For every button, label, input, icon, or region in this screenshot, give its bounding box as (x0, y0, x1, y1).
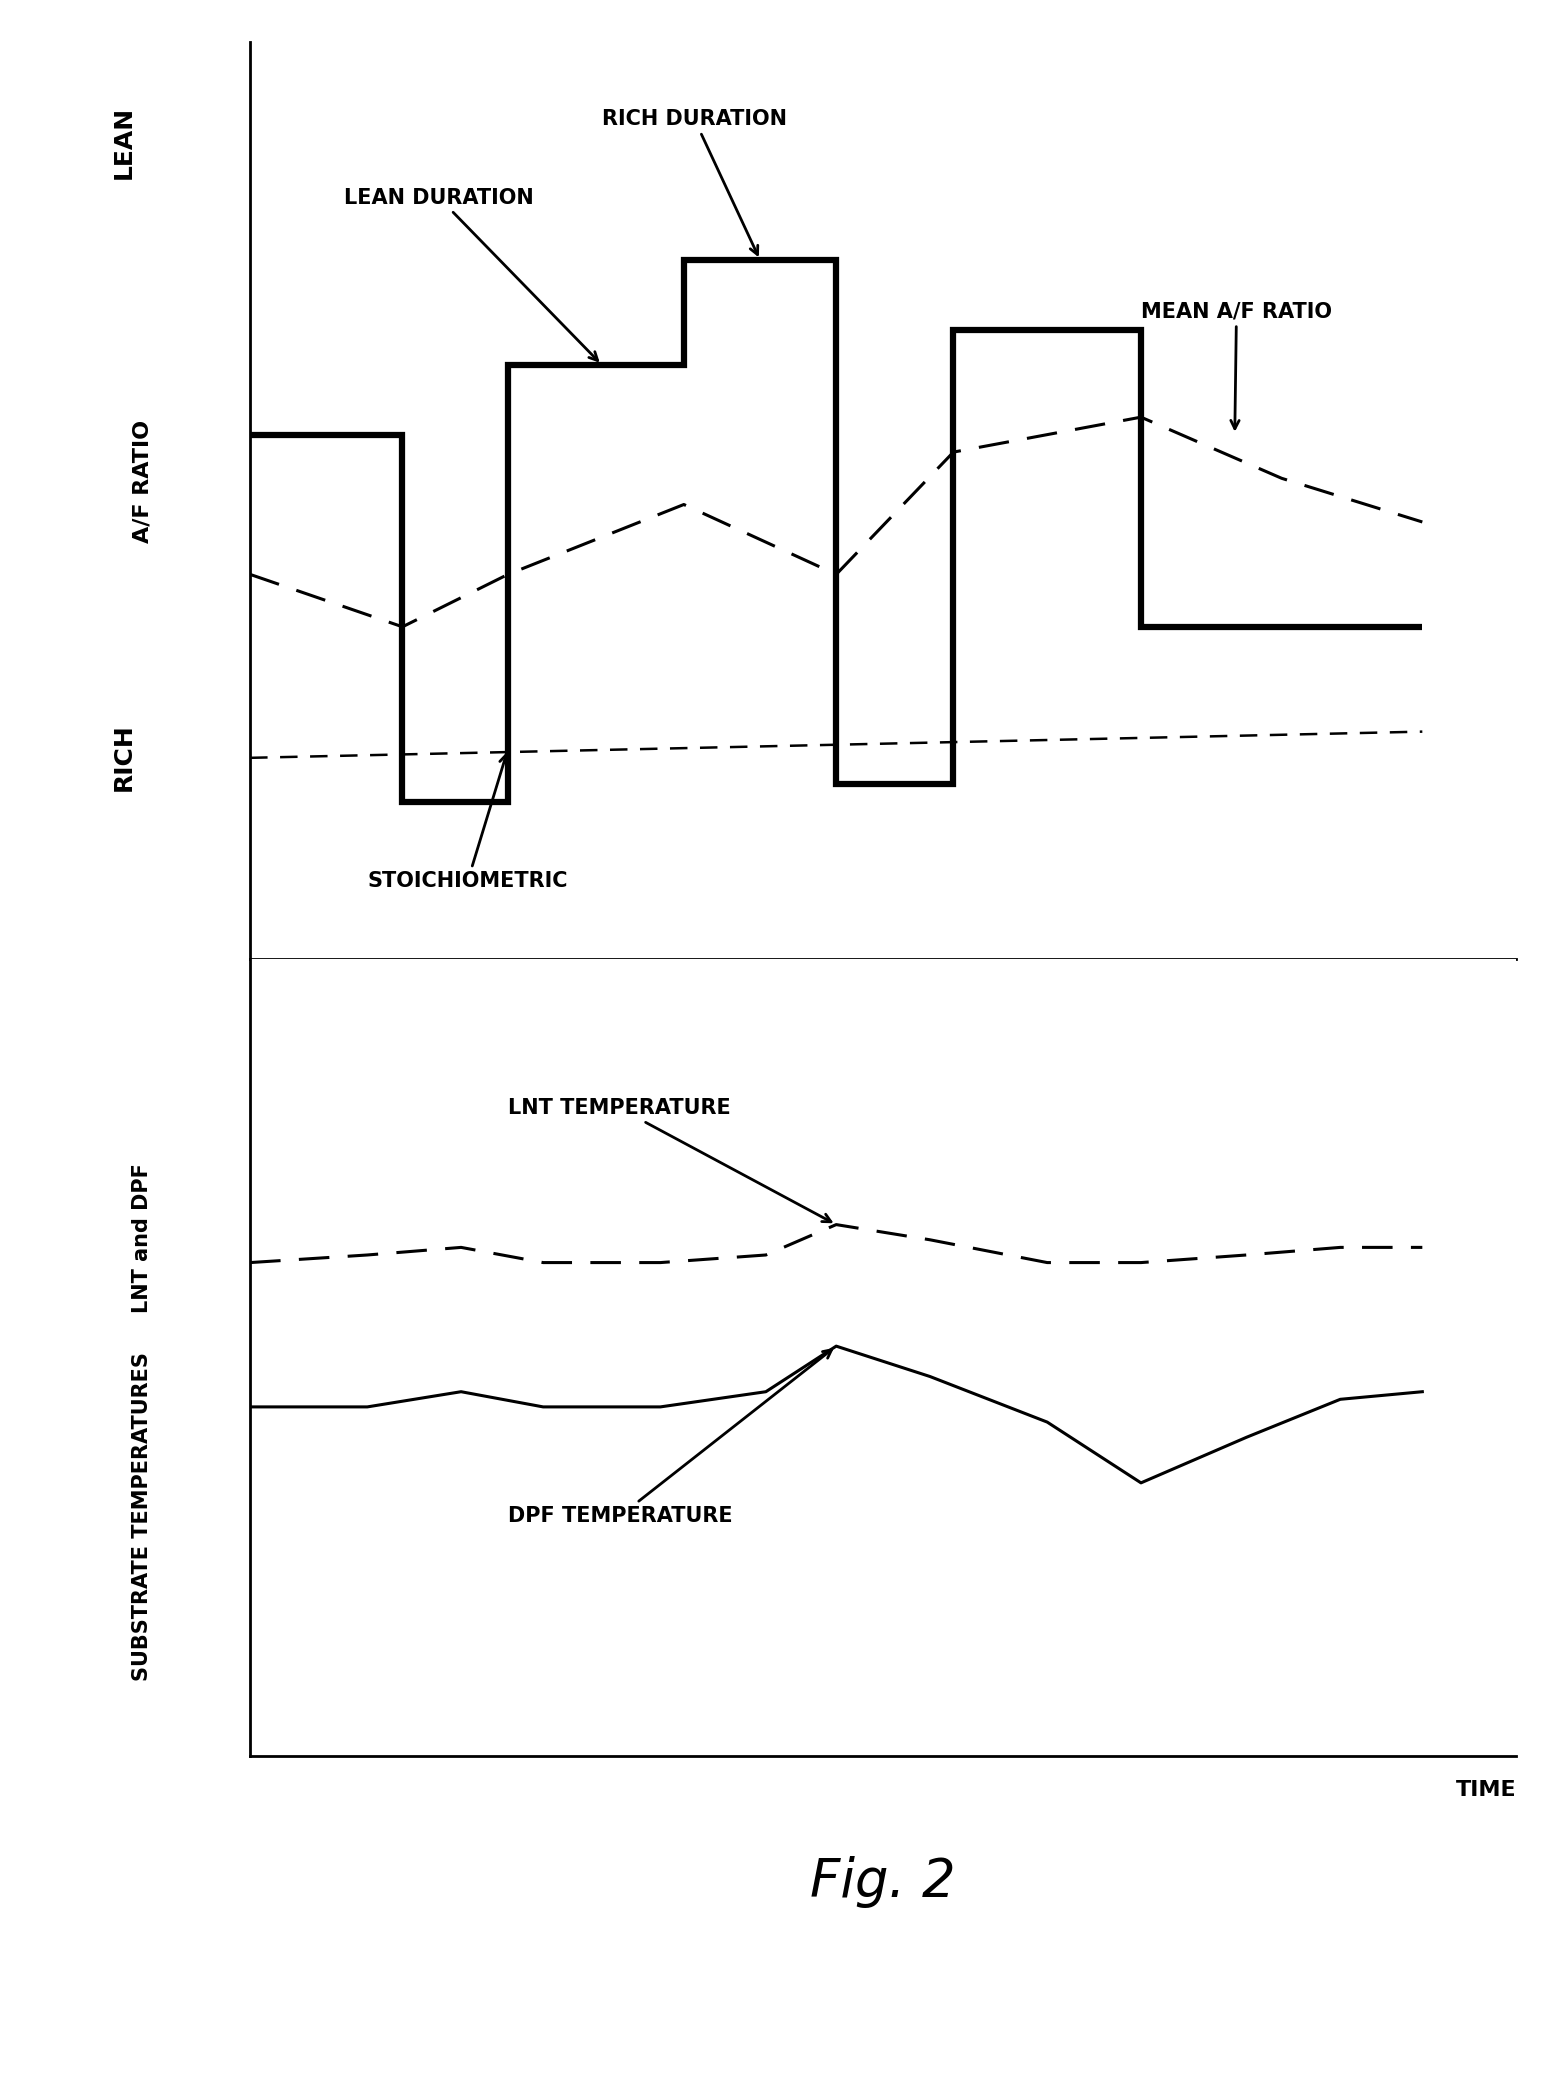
Text: A/F RATIO: A/F RATIO (133, 420, 153, 544)
Text: MEAN A/F RATIO: MEAN A/F RATIO (1141, 301, 1332, 428)
Text: STOICHIOMETRIC: STOICHIOMETRIC (367, 754, 567, 891)
Text: DPF TEMPERATURE: DPF TEMPERATURE (508, 1350, 832, 1527)
Text: LEAN: LEAN (111, 106, 136, 179)
Text: RICH: RICH (111, 723, 136, 791)
Text: RICH DURATION: RICH DURATION (602, 108, 786, 255)
Text: TIME: TIME (1455, 976, 1516, 997)
Text: Fig. 2: Fig. 2 (810, 1857, 957, 1909)
Text: TIME: TIME (1455, 1780, 1516, 1801)
Text: LNT TEMPERATURE: LNT TEMPERATURE (508, 1099, 832, 1221)
Text: LNT and DPF: LNT and DPF (133, 1163, 153, 1313)
Text: LEAN DURATION: LEAN DURATION (344, 187, 597, 361)
Text: SUBSTRATE TEMPERATURES: SUBSTRATE TEMPERATURES (133, 1352, 153, 1682)
